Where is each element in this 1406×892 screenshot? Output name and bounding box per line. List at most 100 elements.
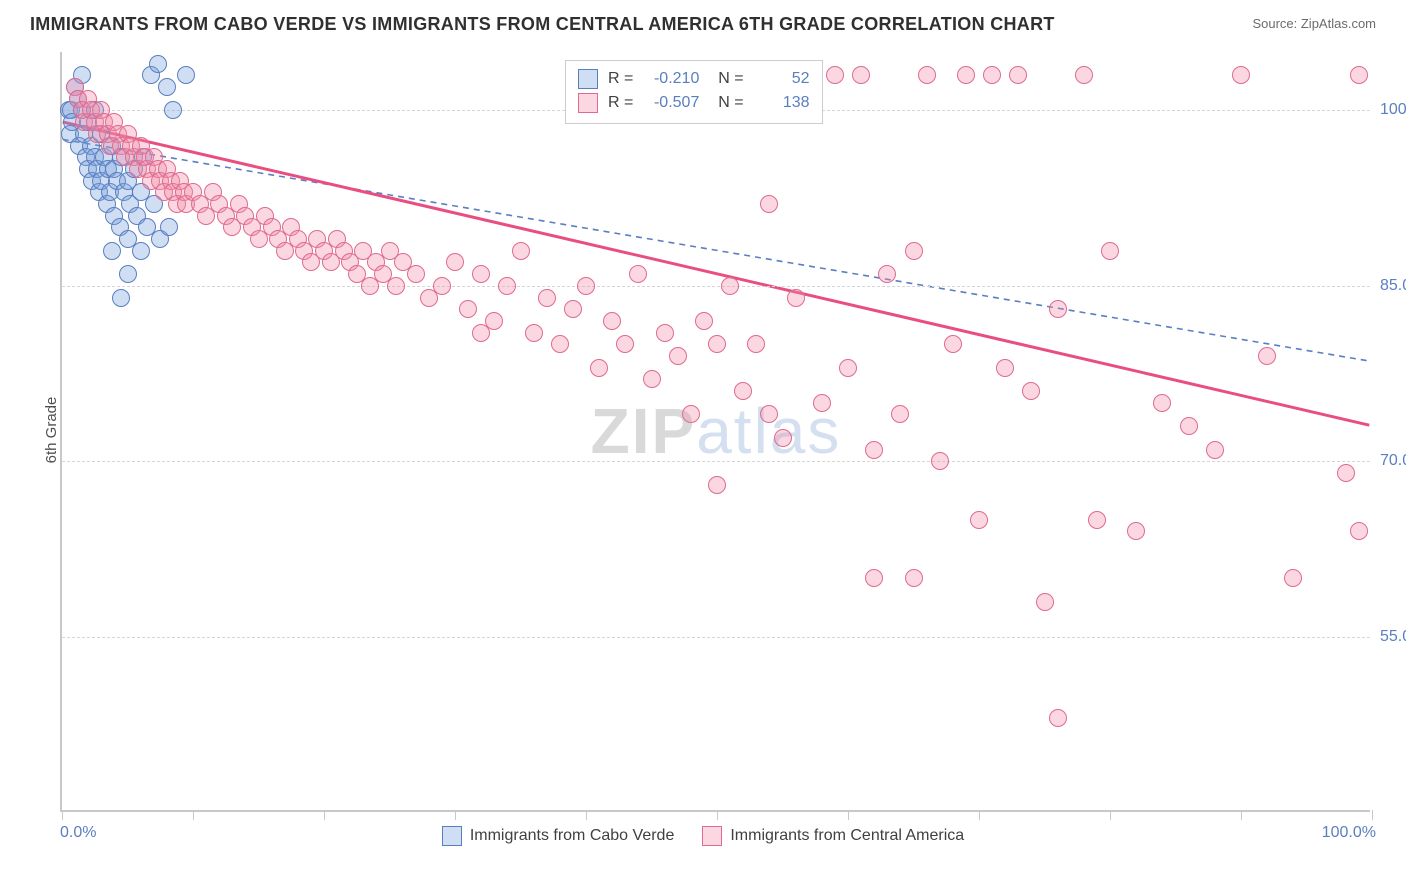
legend-label: Immigrants from Central America [730,827,964,845]
data-point-central_america [760,195,778,213]
x-tick [324,810,325,820]
data-point-central_america [1101,242,1119,260]
data-point-central_america [512,242,530,260]
data-point-central_america [905,569,923,587]
data-point-central_america [931,452,949,470]
stat-swatch-pink [578,93,598,113]
data-point-central_america [983,66,1001,84]
data-point-central_america [682,405,700,423]
data-point-central_america [1088,511,1106,529]
data-point-central_america [787,289,805,307]
data-point-cabo_verde [132,242,150,260]
y-axis-label: 6th Grade [43,397,60,464]
data-point-central_america [1036,593,1054,611]
data-point-cabo_verde [149,55,167,73]
data-point-central_america [905,242,923,260]
legend-swatch-pink [702,826,722,846]
data-point-central_america [970,511,988,529]
trend-line-cabo_verde [63,139,1370,361]
data-point-central_america [1049,300,1067,318]
data-point-cabo_verde [177,66,195,84]
gridline-h [62,637,1370,638]
data-point-central_america [1206,441,1224,459]
data-point-central_america [446,253,464,271]
data-point-central_america [616,335,634,353]
data-point-central_america [878,265,896,283]
data-point-central_america [865,441,883,459]
data-point-central_america [957,66,975,84]
x-tick [1372,810,1373,820]
data-point-central_america [1049,709,1067,727]
data-point-central_america [538,289,556,307]
x-tick [455,810,456,820]
data-point-central_america [721,277,739,295]
x-tick [193,810,194,820]
data-point-cabo_verde [103,242,121,260]
data-point-central_america [577,277,595,295]
data-point-cabo_verde [112,289,130,307]
data-point-central_america [708,476,726,494]
stat-row: R = -0.210 N = 52 [578,67,810,91]
x-tick [586,810,587,820]
data-point-central_america [774,429,792,447]
source-attribution: Source: ZipAtlas.com [1252,16,1376,31]
trend-lines-layer [62,52,1370,810]
gridline-h [62,461,1370,462]
data-point-central_america [669,347,687,365]
data-point-central_america [407,265,425,283]
data-point-central_america [1153,394,1171,412]
data-point-central_america [603,312,621,330]
data-point-central_america [1075,66,1093,84]
data-point-central_america [387,277,405,295]
data-point-cabo_verde [158,78,176,96]
data-point-central_america [839,359,857,377]
data-point-central_america [1022,382,1040,400]
data-point-central_america [643,370,661,388]
data-point-central_america [498,277,516,295]
data-point-central_america [891,405,909,423]
x-tick [979,810,980,820]
data-point-central_america [852,66,870,84]
stat-text: R = [608,91,633,115]
y-tick-label: 85.0% [1380,277,1406,295]
data-point-central_america [525,324,543,342]
y-tick-label: 55.0% [1380,628,1406,646]
data-point-central_america [433,277,451,295]
stat-text: R = [608,67,633,91]
data-point-central_america [760,405,778,423]
y-tick-label: 100.0% [1380,101,1406,119]
data-point-central_america [865,569,883,587]
data-point-central_america [564,300,582,318]
data-point-central_america [695,312,713,330]
scatter-plot-area: ZIPatlas 55.0%70.0%85.0%100.0% [60,52,1370,812]
y-tick-label: 70.0% [1380,452,1406,470]
data-point-central_america [629,265,647,283]
data-point-central_america [944,335,962,353]
data-point-central_america [747,335,765,353]
data-point-central_america [1009,66,1027,84]
data-point-central_america [813,394,831,412]
legend-swatch-blue [442,826,462,846]
stat-row: R = -0.507 N = 138 [578,91,810,115]
data-point-central_america [1337,464,1355,482]
data-point-central_america [1232,66,1250,84]
legend-bottom: Immigrants from Cabo Verde Immigrants fr… [0,826,1406,846]
x-tick [717,810,718,820]
x-tick [1241,810,1242,820]
correlation-stats-box: R = -0.210 N = 52 R = -0.507 N = 138 [565,60,823,124]
data-point-central_america [472,265,490,283]
data-point-central_america [708,335,726,353]
gridline-h [62,286,1370,287]
stat-text: N = [709,91,743,115]
data-point-central_america [1180,417,1198,435]
data-point-central_america [551,335,569,353]
data-point-central_america [1127,522,1145,540]
data-point-cabo_verde [119,265,137,283]
x-tick [1110,810,1111,820]
data-point-central_america [459,300,477,318]
legend-item-central-america: Immigrants from Central America [702,826,964,846]
data-point-central_america [656,324,674,342]
legend-label: Immigrants from Cabo Verde [470,827,675,845]
stat-r-value: -0.507 [643,91,699,115]
data-point-central_america [1350,66,1368,84]
